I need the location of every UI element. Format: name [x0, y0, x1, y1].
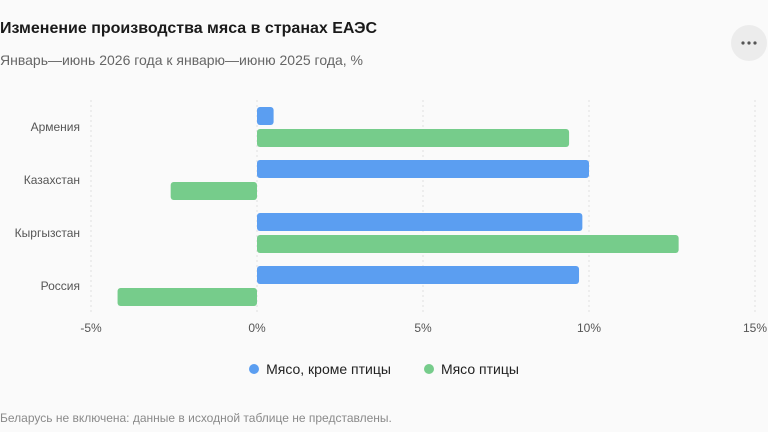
bar: [117, 288, 257, 306]
bar: [257, 160, 589, 178]
chart-title: Изменение производства мяса в странах ЕА…: [0, 20, 377, 37]
category-label: Армения: [31, 120, 80, 134]
legend-item-poultry[interactable]: Мясо птицы: [423, 361, 519, 377]
category-label: Россия: [41, 279, 80, 293]
chart-legend: Мясо, кроме птицы Мясо птицы: [0, 361, 768, 377]
bar: [257, 266, 580, 284]
more-options-button[interactable]: [731, 25, 767, 61]
legend-label-meat-excl-poultry: Мясо, кроме птицы: [266, 361, 391, 377]
legend-item-meat-excl-poultry[interactable]: Мясо, кроме птицы: [249, 361, 391, 377]
bar: [257, 107, 274, 125]
bar: [257, 235, 679, 253]
bar: [257, 213, 583, 231]
footnote: Беларусь не включена: данные в исходной …: [0, 411, 392, 425]
chart-subtitle: Январь—июнь 2026 года к январю—июню 2025…: [0, 52, 363, 68]
bar: [170, 182, 257, 200]
legend-swatch-meat-excl-poultry: [249, 364, 260, 374]
legend-swatch-poultry: [423, 364, 434, 374]
x-tick-label: 10%: [577, 321, 601, 335]
x-tick-label: 5%: [414, 321, 432, 335]
category-label: Казахстан: [24, 173, 80, 187]
legend-label-poultry: Мясо птицы: [440, 361, 519, 377]
category-label: Кыргызстан: [15, 226, 80, 240]
x-tick-label: 0%: [248, 321, 266, 335]
more-horizontal-icon: [741, 41, 757, 45]
bar: [257, 129, 570, 147]
bar-chart: -5% 0% 5% 10% 15% Армения Казахстан Кыргызстан Р…: [15, 100, 767, 335]
x-tick-label: 15%: [743, 321, 767, 335]
x-tick-label: -5%: [80, 321, 102, 335]
